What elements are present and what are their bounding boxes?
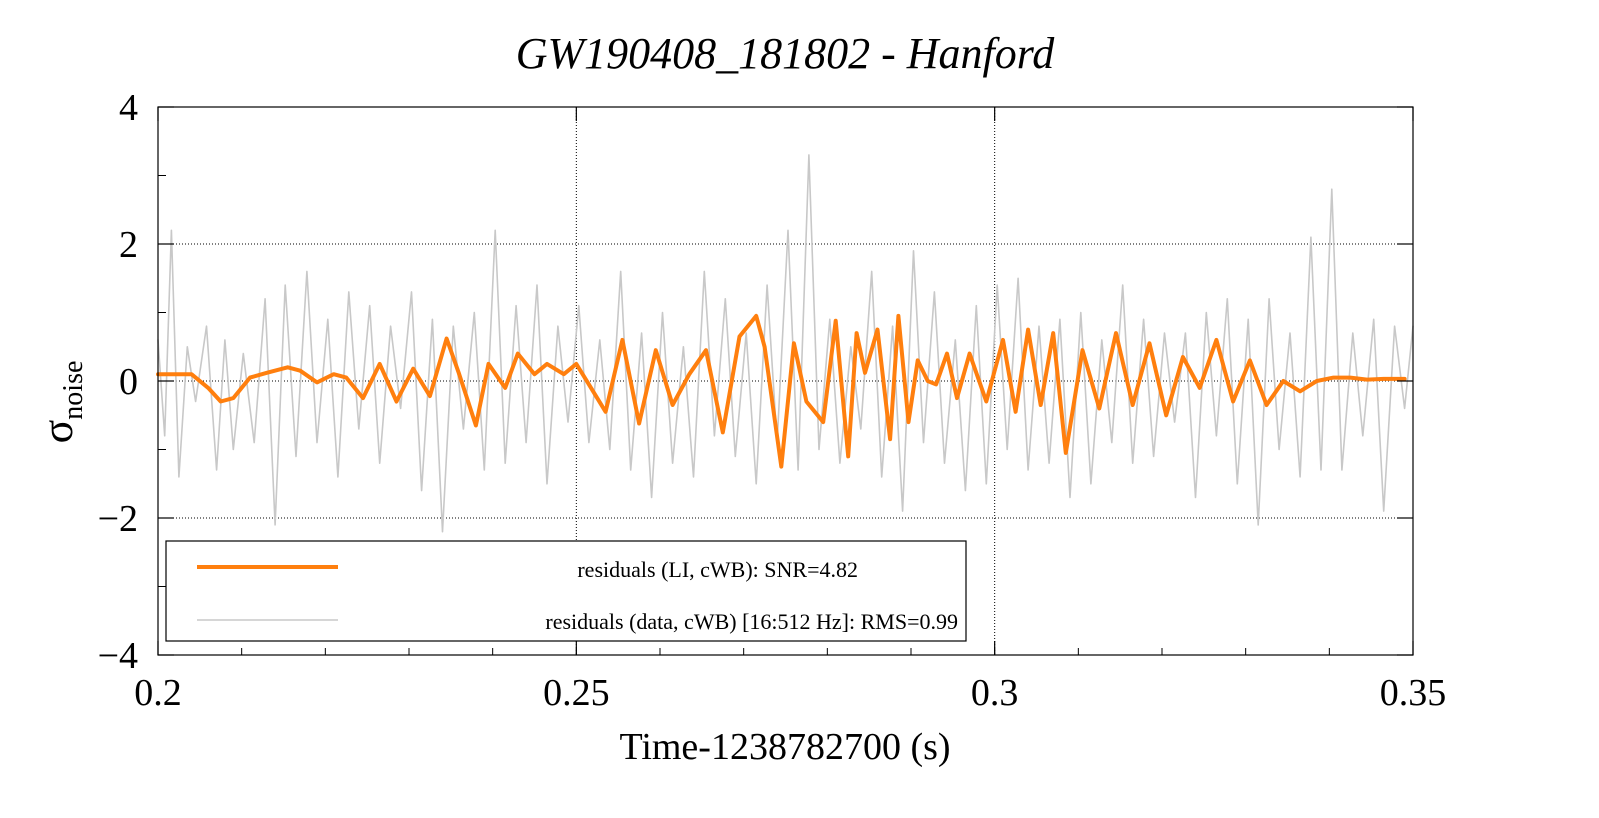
y-tick-label: 2 (119, 224, 138, 266)
legend-box (165, 540, 967, 642)
legend: residuals (LI, cWB): SNR=4.82 residuals … (165, 540, 967, 642)
x-axis-label: Time-1238782700 (s) (619, 726, 950, 768)
legend-label-data: residuals (data, cWB) [16:512 Hz]: RMS=0… (545, 609, 958, 634)
y-axis-label-subscript: noise (58, 361, 89, 420)
chart-title: GW190408_181802 - Hanford (516, 29, 1056, 78)
x-tick-label: 0.35 (1380, 672, 1447, 714)
series-line-li (156, 313, 1407, 469)
series-layer (156, 154, 1414, 533)
y-tick-label: −4 (98, 635, 138, 677)
ticks-layer: 0.2 0.25 0.3 0.35 −4 −2 0 2 4 (98, 87, 1447, 714)
legend-label-li: residuals (LI, cWB): SNR=4.82 (577, 557, 858, 582)
x-tick-label: 0.25 (543, 672, 610, 714)
y-tick-label: −2 (98, 498, 138, 540)
series-line-data (157, 154, 1414, 533)
y-tick-label: 4 (119, 87, 138, 129)
y-axis-label: σnoise (33, 361, 89, 444)
y-axis-label-symbol: σ (33, 419, 82, 443)
x-tick-label: 0.2 (134, 672, 182, 714)
x-tick-label: 0.3 (971, 672, 1019, 714)
y-tick-label: 0 (119, 361, 138, 403)
